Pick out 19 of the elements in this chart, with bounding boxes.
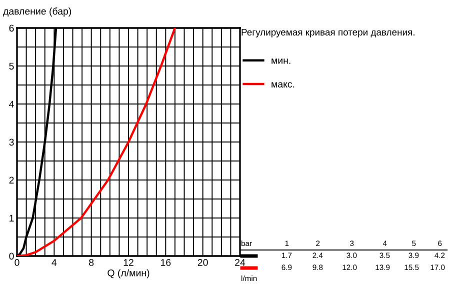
x-tick-label: 0: [14, 259, 20, 266]
y-tick-label: 6: [9, 24, 14, 32]
x-tick-label: 20: [198, 259, 208, 266]
x-tick-label: 12: [124, 259, 134, 266]
y-tick-label: 1: [10, 214, 14, 222]
legend-label: макс.: [272, 82, 294, 88]
y-tick-label: 2: [9, 176, 14, 184]
x-tick-label: 8: [89, 259, 94, 266]
text: Регулируемая кривая потери давления.: [242, 28, 414, 38]
x-tick-label: 24: [235, 259, 246, 266]
y-axis-title: давление (бар): [3, 7, 72, 17]
x-axis-title: Q (л/мин): [108, 269, 150, 278]
y-tick-label: 3: [9, 138, 14, 146]
y-tick-label: 5: [9, 62, 14, 70]
y-tick-label: 4: [9, 100, 14, 108]
legend-label: мин.: [272, 58, 290, 64]
x-tick-label: 16: [161, 259, 171, 266]
y-tick-label: 0: [9, 252, 14, 260]
x-tick-label: 4: [52, 259, 57, 266]
